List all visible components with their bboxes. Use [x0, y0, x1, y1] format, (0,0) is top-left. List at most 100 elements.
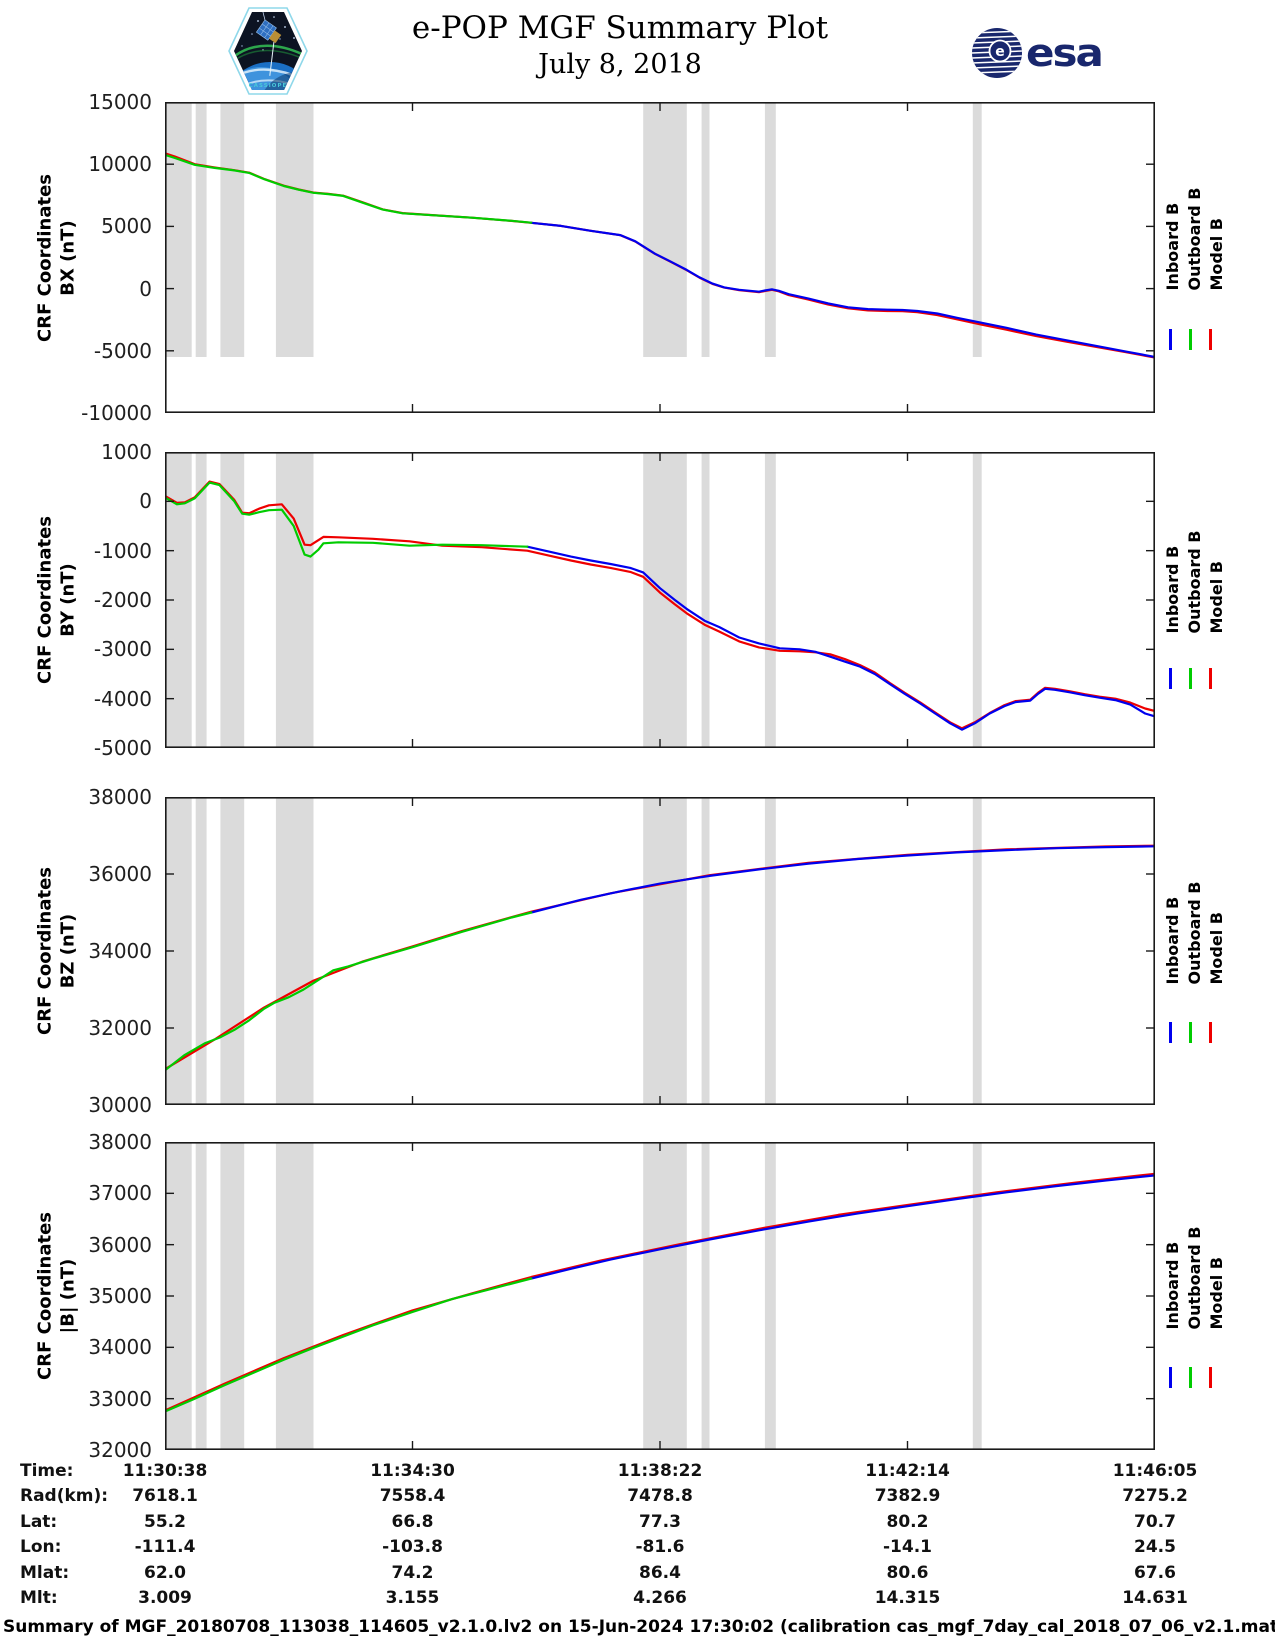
panel-Bmag-legend: Inboard B Outboard B Model B: [1163, 1226, 1275, 1329]
legend-label: Inboard B: [1163, 202, 1182, 291]
legend-swatch: [1209, 329, 1212, 351]
panel-BY-legend-swatches: [1169, 668, 1212, 690]
panel-BY-ytick-label: -4000: [93, 686, 152, 711]
table-row-label: Time:: [20, 1461, 74, 1481]
panel-BZ-legend: Inboard B Outboard B Model B: [1163, 881, 1275, 984]
panel-BZ-ytick-label: 30000: [88, 1093, 152, 1117]
legend-label: Inboard B: [1163, 1241, 1182, 1330]
table-cell: 86.4: [639, 1563, 681, 1583]
panel-BZ-ytick-label: 36000: [88, 862, 152, 886]
table-row-label: Mlt:: [20, 1588, 58, 1608]
panel-BZ-ytick-label: 38000: [88, 785, 152, 809]
legend-swatch: [1169, 329, 1172, 351]
table-cell: 70.7: [1134, 1512, 1176, 1532]
table-cell: -14.1: [883, 1537, 932, 1557]
esa-wordmark: esa: [1026, 30, 1104, 76]
page-title: e-POP MGF Summary Plot: [411, 10, 829, 46]
legend-swatch: [1169, 668, 1172, 690]
panel-BX-plot: [163, 101, 1157, 417]
legend-label: Outboard B: [1185, 187, 1204, 291]
table-cell: 7618.1: [132, 1486, 198, 1506]
table-cell: 55.2: [144, 1512, 186, 1532]
panel-BX-ytick-label: 15000: [88, 90, 152, 114]
table-cell: 11:42:14: [865, 1461, 950, 1481]
panel-Bmag-plot: [163, 1141, 1157, 1454]
svg-text:e: e: [995, 44, 1005, 60]
cassiope-wordmark: CASSIOPE: [249, 83, 288, 89]
panel-BX-ytick-label: 10000: [88, 152, 152, 177]
panel-Bmag-y-axis-label: CRF Coordinates |B| (nT): [34, 1212, 79, 1380]
table-cell: -111.4: [134, 1537, 196, 1557]
legend-label: Outboard B: [1185, 881, 1204, 985]
legend-swatch: [1209, 1021, 1212, 1043]
table-cell: 24.5: [1134, 1537, 1176, 1557]
esa-logo: e esa: [971, 27, 1104, 79]
panel-BY-ytick-label: -5000: [93, 736, 152, 760]
panel-BZ-plot: [163, 796, 1157, 1109]
cassiope-patch-icon: CASSIOPE: [228, 7, 308, 95]
table-cell: 11:38:22: [617, 1461, 703, 1481]
panel-BY-ytick-label: 1000: [101, 440, 152, 464]
panel-BY-ytick-label: 0: [139, 489, 152, 514]
legend-swatch: [1169, 1366, 1172, 1388]
table-row-label: Rad(km):: [20, 1486, 109, 1506]
table-cell: 11:30:38: [122, 1461, 208, 1481]
panel-Bmag-ytick-label: 36000: [88, 1232, 152, 1257]
panel-Bmag-ytick-label: 33000: [88, 1386, 152, 1411]
table-cell: -103.8: [382, 1537, 443, 1557]
panel-BX-y-axis-label: CRF Coordinates BX (nT): [34, 173, 79, 342]
table-cell: 11:34:30: [370, 1461, 455, 1481]
table-cell: 3.155: [385, 1588, 440, 1608]
table-cell: 3.009: [138, 1588, 192, 1608]
legend-label: Model B: [1207, 217, 1226, 291]
table-cell: 80.6: [886, 1563, 929, 1583]
cassiope-logo: CASSIOPE: [228, 6, 308, 96]
table-cell: -81.6: [635, 1537, 685, 1557]
table-row-label: Lat:: [20, 1512, 58, 1532]
legend-label: Model B: [1207, 911, 1226, 985]
legend-swatch: [1189, 668, 1192, 690]
legend-label: Outboard B: [1185, 530, 1204, 634]
table-row-label: Lon:: [20, 1537, 62, 1557]
legend-label: Model B: [1207, 1256, 1226, 1330]
panel-Bmag-ytick-label: 37000: [88, 1181, 152, 1206]
table-cell: 74.2: [391, 1563, 434, 1583]
panel-BY-y-axis-label: CRF Coordinates BY (nT): [34, 516, 79, 684]
panel-BX-legend: Inboard B Outboard B Model B: [1163, 187, 1275, 290]
table-cell: 14.631: [1122, 1588, 1188, 1608]
panel-BX-ytick-label: 5000: [101, 214, 152, 239]
esa-globe-icon: e: [972, 28, 1022, 78]
table-cell: 11:46:05: [1112, 1461, 1198, 1481]
panel-Bmag-ytick-label: 38000: [88, 1130, 152, 1154]
panel-BX-ytick-label: -10000: [81, 401, 152, 425]
legend-swatch: [1169, 1021, 1172, 1043]
legend-label: Inboard B: [1163, 546, 1182, 634]
panel-BZ-legend-swatches: [1169, 1021, 1212, 1043]
table-cell: 66.8: [391, 1512, 434, 1532]
panel-BZ-y-axis-label: CRF Coordinates BZ (nT): [34, 867, 79, 1035]
header: e-POP MGF Summary Plot July 8, 2018: [412, 10, 828, 80]
panel-Bmag-legend-swatches: [1169, 1366, 1212, 1388]
table-cell: 14.315: [874, 1588, 941, 1608]
table-cell: 7275.2: [1122, 1486, 1188, 1506]
legend-swatch: [1209, 1366, 1212, 1388]
panel-BY-ytick-label: -2000: [93, 588, 152, 612]
table-cell: 77.3: [639, 1512, 681, 1532]
panel-BZ-ytick-label: 32000: [88, 1016, 152, 1040]
legend-swatch: [1189, 329, 1192, 351]
legend-swatch: [1189, 1021, 1192, 1043]
table-cell: 80.2: [886, 1512, 929, 1532]
panel-Bmag-ytick-label: 34000: [88, 1335, 152, 1360]
legend-swatch: [1209, 668, 1212, 690]
footer-summary: Summary of MGF_20180708_113038_114605_v2…: [3, 1617, 1275, 1637]
panel-BX-ytick-label: 0: [139, 276, 152, 301]
panel-BY-ytick-label: -3000: [93, 637, 152, 662]
panel-BY-plot: [163, 451, 1157, 752]
page-date: July 8, 2018: [538, 49, 702, 80]
panel-BZ-ytick-label: 34000: [88, 939, 152, 963]
legend-label: Model B: [1207, 561, 1226, 634]
table-cell: 7382.9: [874, 1486, 941, 1506]
table-row-label: Mlat:: [20, 1563, 70, 1583]
table-cell: 7478.8: [627, 1486, 693, 1506]
